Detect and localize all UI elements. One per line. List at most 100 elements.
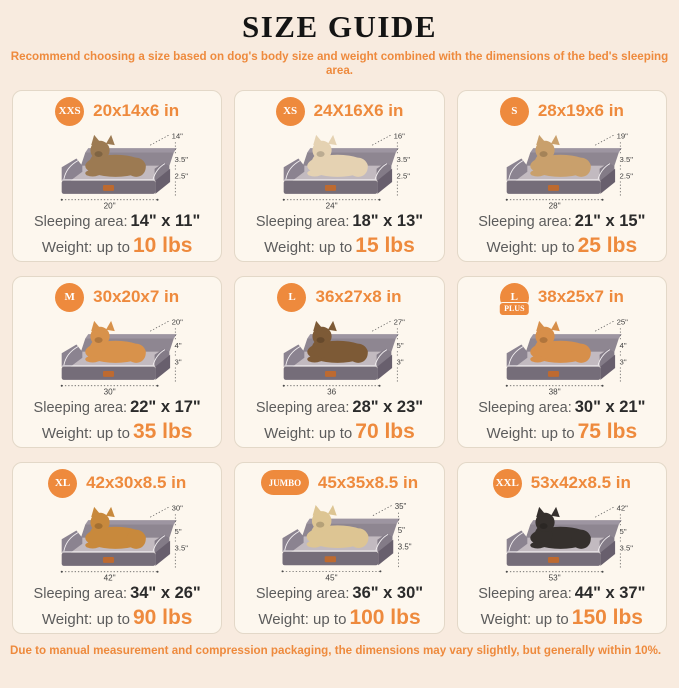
height-label-2: 3" [397,357,404,366]
card-header: JUMBO 45x35x8.5 in [260,469,418,496]
badge-label: S [511,105,518,118]
bed-illustration: 14" 3.5" 2.5" 20" [60,132,189,210]
dimension-annotations [60,506,176,573]
size-dimensions: 24X16X6 in [313,101,404,121]
width-label: 20" [104,202,116,210]
bed-front-graphic [506,344,615,380]
dog-illustration [307,134,369,177]
page-footer: Due to manual measurement and compressio… [10,643,662,657]
weight-label: Weight: up to [258,610,347,628]
size-card: XS 24X16X6 in [234,89,445,262]
size-badge: XXL [492,468,522,498]
badge-label: M [64,291,75,304]
sleeping-area-label: Sleeping area: [478,214,572,231]
size-dimensions: 28x19x6 in [537,101,624,121]
dimension-annotations [283,134,399,201]
weight-value: 100 lbs [349,605,421,629]
weight-line: Weight: up to 10 lbs [42,232,193,259]
weight-label: Weight: up to [486,238,575,256]
width-label: 36 [328,388,338,396]
dimension-annotations [505,134,621,201]
size-dimensions: 36x27x8 in [315,287,402,307]
badge-label: JUMBO [268,477,302,488]
weight-line: Weight: up to 15 lbs [264,232,415,259]
page-subtitle: Recommend choosing a size based on dog's… [10,50,669,78]
width-label: 28" [548,202,560,210]
sleeping-area-value: 44" x 37" [574,584,646,603]
dimension-annotations [283,320,399,387]
badge-label: XXS [58,105,81,118]
height-label-2: 2.5" [175,171,189,180]
badge-label: L [510,291,518,304]
sleeping-area-label: Sleeping area: [255,586,350,603]
bed-logo-tag [547,184,559,191]
bed-logo-tag [547,370,559,377]
weight-line: Weight: up to 75 lbs [486,418,637,445]
bed-front-graphic [61,530,171,566]
height-label-1: 3.5" [619,155,633,164]
bed-front-graphic [284,158,393,194]
bed-front-graphic [282,529,394,566]
card-header: L 36x27x8 in [277,282,402,312]
depth-label: 20" [172,318,184,327]
bed-front-graphic [506,530,615,566]
bed-illustration: 30" 5" 3.5" 42" [60,504,189,582]
size-dimensions: 20x14x6 in [93,101,180,121]
sleeping-area-value: 14" x 11" [130,212,201,231]
card-header: XL 42x30x8.5 in [48,468,186,498]
weight-value: 75 lbs [577,419,638,443]
sleeping-area-value: 18" x 13" [352,212,424,231]
sleeping-area-line: Sleeping area: 34" x 26" [34,583,201,604]
height-label-2: 3.5" [398,543,412,552]
bed-illustration: 16" 3.5" 2.5" 24" [283,132,411,210]
height-label-1: 5" [175,527,182,536]
size-badge: L PLUS [499,282,530,316]
sleeping-area-line: Sleeping area: 22" x 17" [34,397,201,418]
bed-illustration: 42" 5" 3.5" 53" [505,504,633,582]
weight-line: Weight: up to 25 lbs [486,232,637,259]
depth-label: 27" [394,318,406,327]
weight-line: Weight: up to 150 lbs [481,604,643,631]
weight-label: Weight: up to [480,610,569,628]
card-header: XXL 53x42x8.5 in [492,468,631,498]
height-label-2: 3" [175,357,182,366]
size-grid: XXS 20x14x6 in [0,89,679,634]
depth-label: 30" [172,504,184,513]
size-card: XL 42x30x8.5 in [12,461,223,634]
sleeping-area-line: Sleeping area: 30" x 21" [478,397,645,418]
size-badge: S [499,96,529,126]
sleeping-area-line: Sleeping area: 18" x 13" [256,211,423,232]
height-label-1: 4" [619,341,626,350]
width-label: 24" [326,202,338,210]
sleeping-area-label: Sleeping area: [255,400,350,417]
depth-label: 16" [394,132,406,141]
height-label-2: 2.5" [397,171,411,180]
weight-line: Weight: up to 90 lbs [42,604,193,631]
dimension-annotations [505,320,621,387]
size-card: S 28x19x6 in [456,89,667,262]
depth-label: 35" [395,502,407,511]
dimension-annotations [60,134,176,201]
sleeping-area-line: Sleeping area: 28" x 23" [256,397,423,418]
height-label-2: 3" [619,357,626,366]
sleeping-area-value: 22" x 17" [130,398,201,417]
sleeping-area-line: Sleeping area: 14" x 11" [34,211,200,232]
size-dimensions: 53x42x8.5 in [530,473,631,493]
depth-label: 19" [616,132,628,141]
sleeping-area-value: 34" x 26" [130,584,201,603]
height-label-2: 3.5" [175,543,189,552]
height-label-1: 3.5" [175,155,189,164]
sleeping-area-value: 28" x 23" [352,398,424,417]
dog-illustration [85,506,146,549]
dog-illustration [85,134,146,177]
height-label-2: 3.5" [619,543,633,552]
height-label-1: 3.5" [397,155,411,164]
card-header: XXS 20x14x6 in [55,96,180,126]
sleeping-area-line: Sleeping area: 21" x 15" [478,211,645,232]
size-badge: L [277,282,307,312]
weight-value: 10 lbs [132,233,193,257]
size-card: JUMBO 45x35x8.5 in [234,461,445,634]
weight-label: Weight: up to [264,424,353,442]
width-label: 38" [548,388,560,396]
dog-illustration [530,320,591,363]
